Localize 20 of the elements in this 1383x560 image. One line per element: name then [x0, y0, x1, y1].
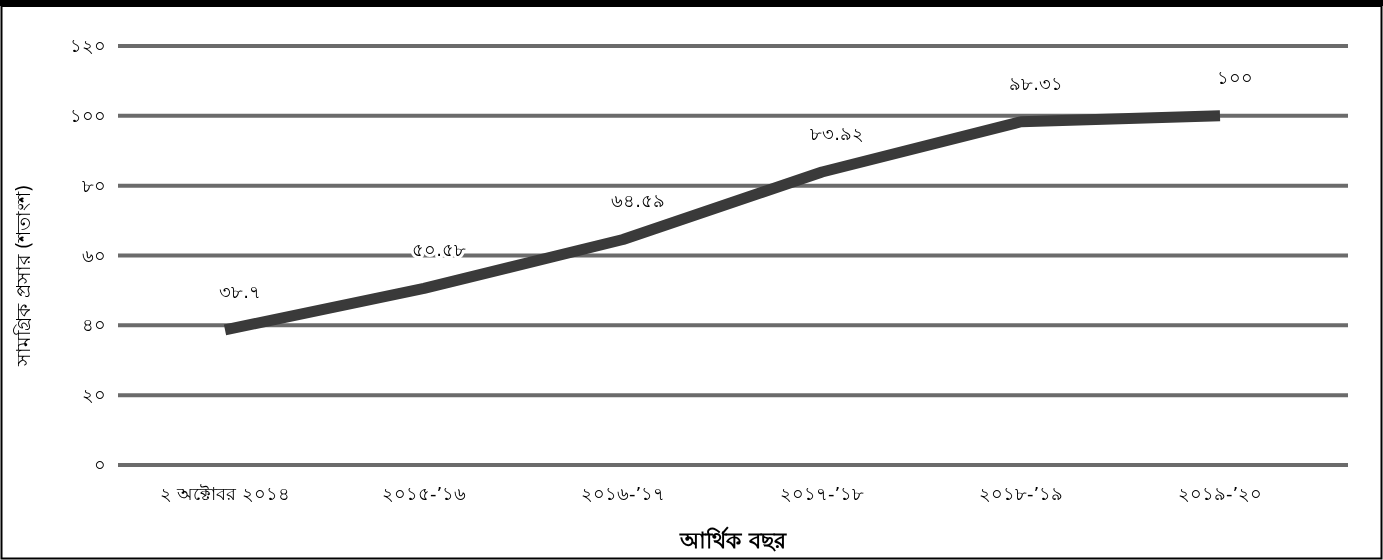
y-tick-label: ১০০ — [70, 104, 106, 126]
x-axis-title: আর্থিক বছর — [679, 526, 787, 553]
x-tick-label: ২০১৯-’২০ — [1177, 483, 1263, 504]
y-tick-label: ২০ — [82, 384, 106, 406]
y-tick-label: ০ — [94, 454, 106, 475]
x-tick-label: ২০১৭-’১৮ — [779, 483, 865, 504]
data-label: ৩৮.৭ — [219, 280, 261, 302]
data-label: ৯৮.৩১ — [1009, 72, 1063, 94]
y-axis-title: সামগ্রিক প্রসার (শতাংশ) — [12, 184, 34, 368]
data-label: ১০০ — [1217, 66, 1253, 88]
data-label: ৬৪.৫৯ — [611, 190, 665, 212]
x-tick-label: ২০১৮-’১৯ — [978, 483, 1064, 504]
y-tick-label: ৮০ — [82, 174, 106, 196]
x-tick-label: ২০১৬-’১৭ — [580, 483, 666, 504]
y-tick-label: ১২০ — [70, 35, 106, 56]
x-tick-label: ২০১৫-’১৬ — [381, 483, 467, 504]
data-label: ৮৩.৯২ — [810, 122, 864, 144]
y-tick-label: ৬০ — [82, 244, 106, 266]
y-tick-label: ৪০ — [82, 314, 106, 336]
x-tick-label: ২ অক্টোবর ২০১৪ — [159, 483, 291, 504]
